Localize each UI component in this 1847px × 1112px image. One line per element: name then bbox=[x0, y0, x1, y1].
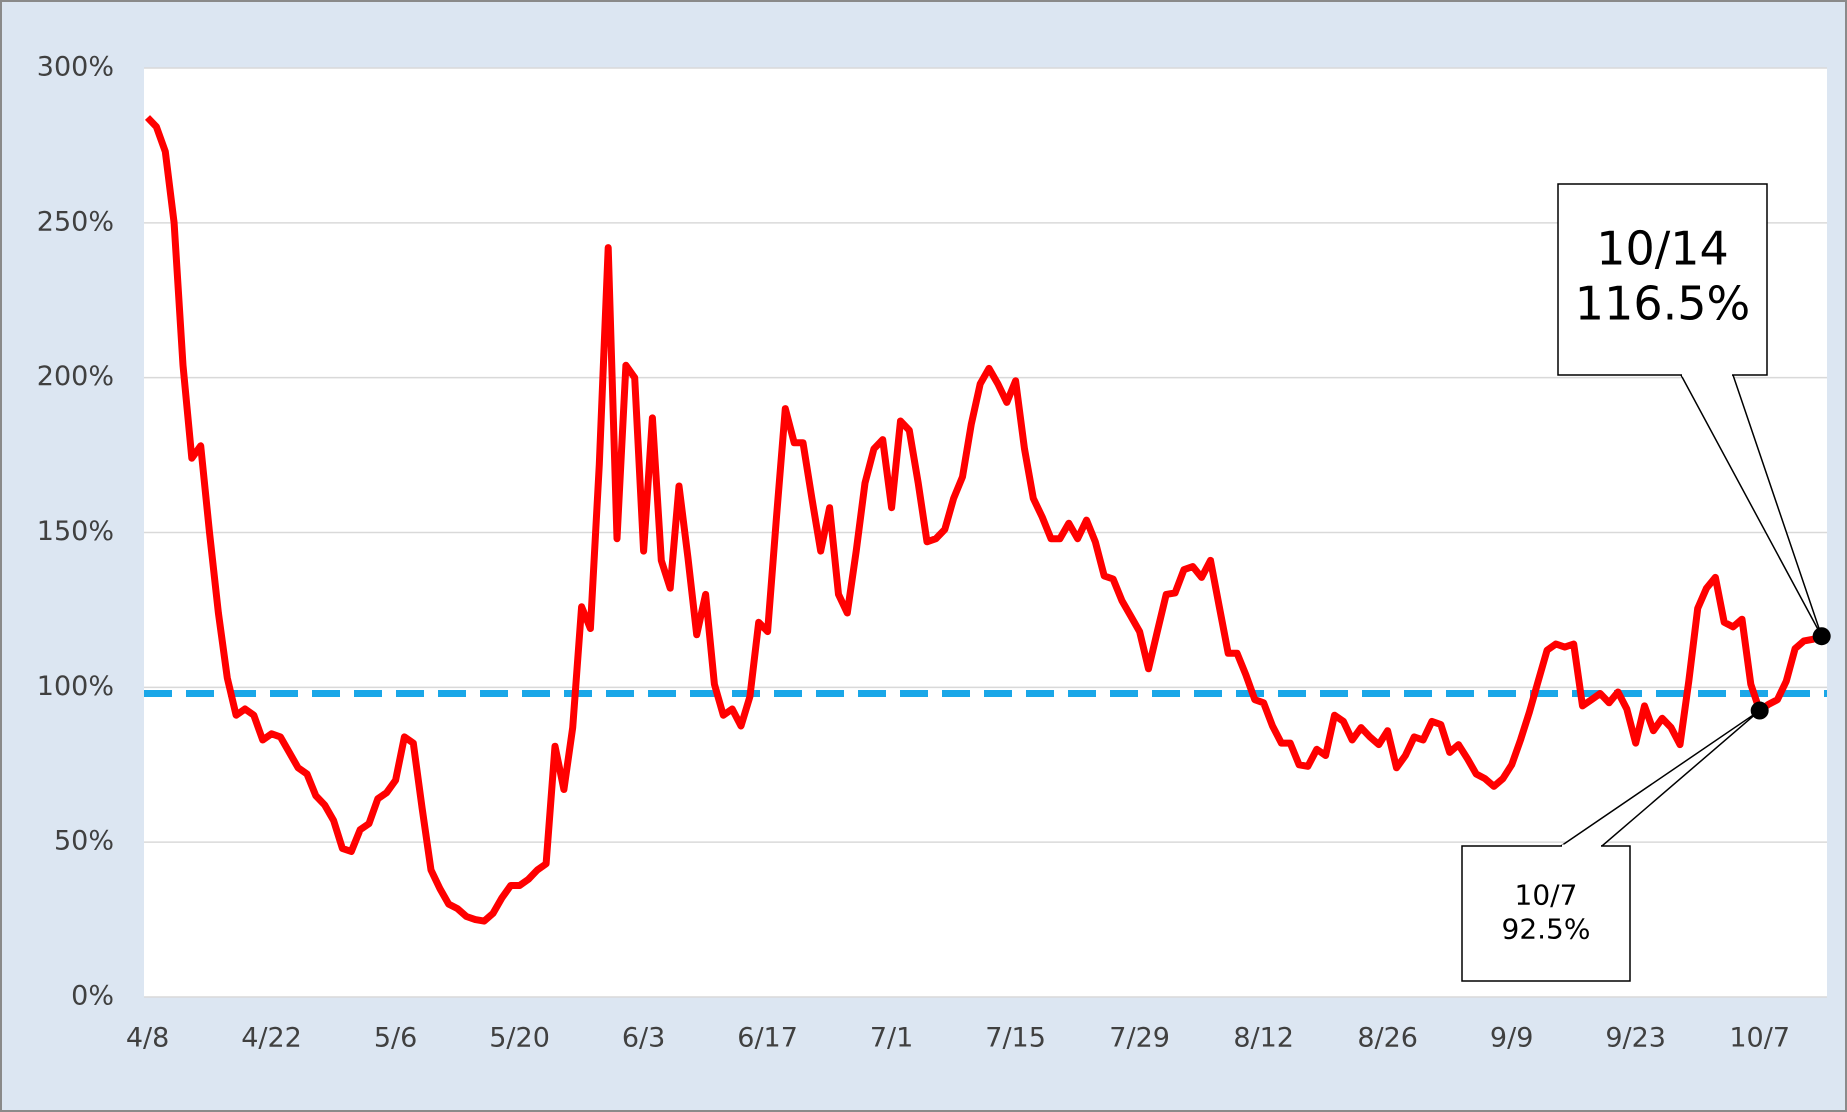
x-tick-label: 5/20 bbox=[489, 1023, 550, 1054]
x-tick-label: 10/7 bbox=[1729, 1023, 1790, 1054]
x-tick-label: 5/6 bbox=[374, 1023, 417, 1054]
x-tick-label: 7/15 bbox=[985, 1023, 1046, 1054]
x-tick-label: 8/26 bbox=[1357, 1023, 1418, 1054]
annotated-point bbox=[1750, 701, 1769, 720]
x-tick-label: 9/23 bbox=[1605, 1023, 1666, 1054]
y-tick-label: 200% bbox=[37, 361, 114, 392]
y-tick-label: 150% bbox=[37, 516, 114, 547]
y-tick-label: 50% bbox=[54, 826, 114, 857]
y-tick-label: 0% bbox=[71, 981, 114, 1012]
data-line bbox=[144, 115, 1823, 925]
callout-date: 10/7 bbox=[1515, 879, 1578, 912]
y-tick-label: 250% bbox=[37, 206, 114, 237]
callout-value: 92.5% bbox=[1502, 912, 1591, 945]
x-tick-label: 8/12 bbox=[1233, 1023, 1294, 1054]
x-tick-label: 6/3 bbox=[622, 1023, 665, 1054]
x-tick-label: 4/22 bbox=[241, 1023, 302, 1054]
x-tick-label: 7/29 bbox=[1109, 1023, 1170, 1054]
y-tick-label: 100% bbox=[37, 671, 114, 702]
x-tick-label: 7/1 bbox=[870, 1023, 913, 1054]
y-tick-label: 300% bbox=[37, 52, 114, 83]
callout-date: 10/14 bbox=[1596, 221, 1729, 275]
callout-box bbox=[1557, 183, 1768, 376]
annotated-point bbox=[1812, 627, 1831, 646]
callout-box bbox=[1461, 845, 1631, 982]
callout-value: 116.5% bbox=[1575, 277, 1750, 331]
x-tick-label: 9/9 bbox=[1490, 1023, 1533, 1054]
x-tick-label: 6/17 bbox=[737, 1023, 798, 1054]
x-tick-label: 4/8 bbox=[126, 1023, 169, 1054]
